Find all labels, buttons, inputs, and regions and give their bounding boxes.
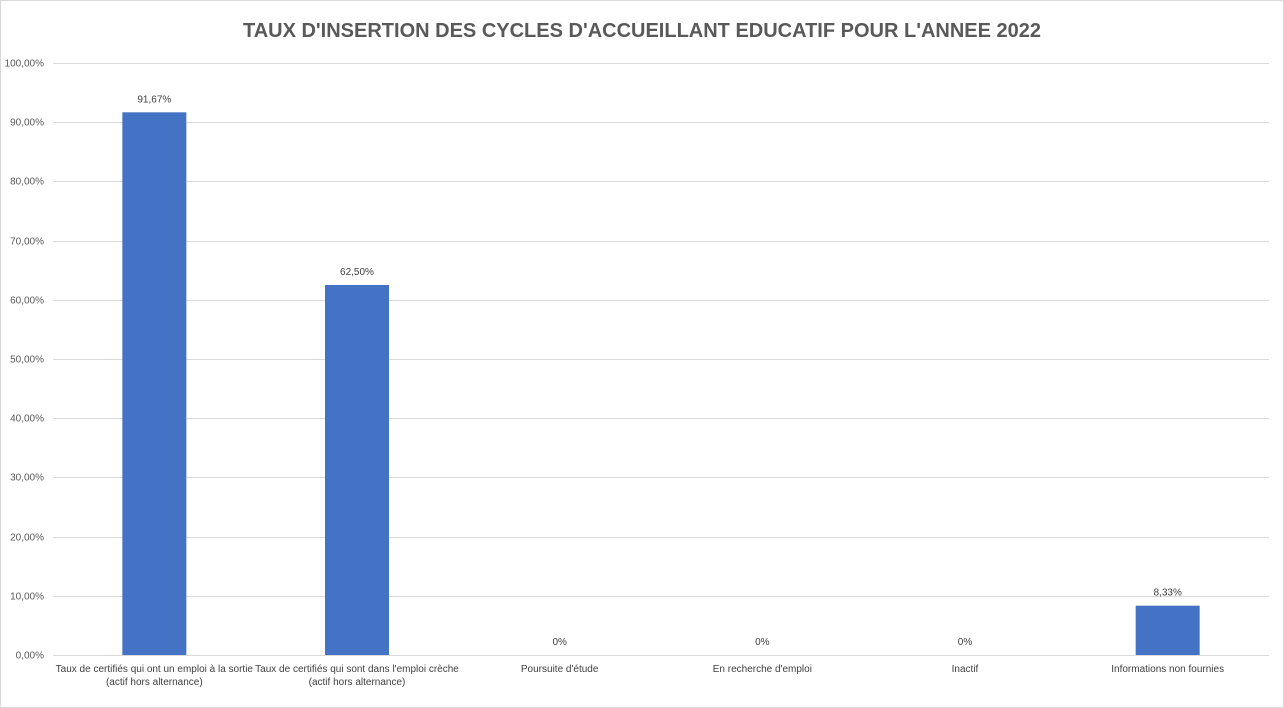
data-label: 62,50% — [340, 267, 374, 278]
y-tick-label: 20,00% — [10, 533, 44, 544]
data-label: 0% — [958, 637, 973, 648]
bar — [1135, 605, 1200, 655]
y-tick-label: 40,00% — [10, 414, 44, 425]
chart-title: TAUX D'INSERTION DES CYCLES D'ACCUEILLAN… — [242, 20, 1042, 42]
x-category-label: Taux de certifiés qui sont dans l'emploi… — [255, 664, 459, 688]
data-label: 0% — [552, 637, 567, 648]
data-label: 8,33% — [1153, 588, 1181, 599]
x-category-label: Poursuite d'étude — [520, 664, 599, 675]
x-category-label: Informations non fournies — [1111, 664, 1225, 675]
bar — [325, 285, 389, 655]
y-tick-label: 60,00% — [10, 296, 44, 307]
y-tick-label: 50,00% — [10, 355, 44, 366]
data-labels: 91,67% 62,50% 0% 0% 0% 8,33% — [137, 94, 1182, 648]
y-axis-tick-labels: 0,00% 10,00% 20,00% 30,00% 40,00% 50,00% 60,00… — [5, 59, 45, 662]
y-tick-label: 90,00% — [10, 118, 44, 129]
bar — [122, 112, 187, 655]
y-tick-label: 10,00% — [10, 592, 44, 603]
gridlines — [53, 63, 1269, 656]
x-category-label: En recherche d'emploi — [712, 664, 812, 675]
x-category-label: Inactif — [951, 664, 979, 675]
y-tick-label: 70,00% — [10, 237, 44, 248]
y-tick-label: 80,00% — [10, 177, 44, 188]
data-label: 0% — [755, 637, 770, 648]
y-tick-label: 0,00% — [16, 651, 44, 662]
data-label: 91,67% — [137, 94, 171, 105]
y-tick-label: 100,00% — [5, 59, 45, 70]
x-category-label: Taux de certifiés qui ont un emploi à la… — [55, 664, 253, 688]
bars — [122, 112, 1200, 655]
y-tick-label: 30,00% — [10, 473, 44, 484]
